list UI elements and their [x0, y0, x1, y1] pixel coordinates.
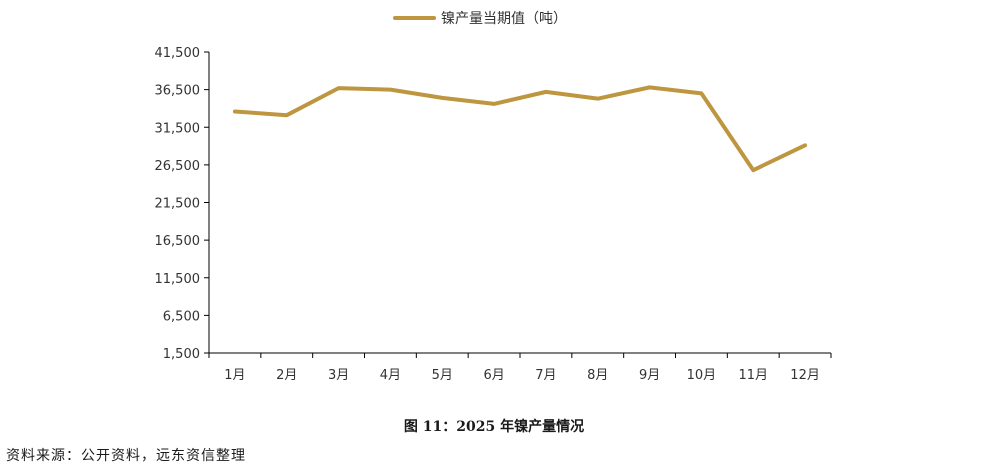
x-tick-label: 11月	[738, 368, 768, 383]
figure-caption: 图 11：2025 年镍产量情况	[403, 419, 585, 435]
legend-label: 镍产量当期值（吨）	[441, 11, 567, 27]
x-tick-label: 4月	[380, 368, 401, 383]
x-tick-label: 12月	[790, 368, 820, 383]
x-tick-label: 8月	[587, 368, 608, 383]
y-tick-label: 21,500	[155, 197, 201, 212]
x-tick-label: 2月	[276, 368, 297, 383]
legend: 镍产量当期值（吨）	[393, 11, 567, 27]
x-tick-label: 5月	[432, 368, 453, 383]
y-tick-label: 31,500	[155, 121, 201, 136]
y-tick-label: 11,500	[155, 272, 201, 287]
chart: 镍产量当期值（吨） 41,500 36,500 31,500 26,500 21,500…	[155, 11, 832, 383]
series-line	[232, 85, 808, 173]
x-tick-label: 9月	[639, 368, 660, 383]
x-tick-label: 3月	[328, 368, 349, 383]
y-tick-label: 26,500	[155, 159, 201, 174]
y-tick-label: 6,500	[163, 309, 200, 324]
x-tick-label: 1月	[224, 368, 245, 383]
x-tick-label: 7月	[535, 368, 556, 383]
y-tick-label: 16,500	[155, 234, 201, 249]
x-tick-label: 10月	[687, 368, 717, 383]
x-axis: 1月 2月 3月 4月 5月 6月 7月 8月 9月 10月 11月 12月	[208, 352, 832, 383]
y-tick-label: 1,500	[163, 347, 200, 362]
plot-area	[232, 85, 808, 173]
x-tick-label: 6月	[483, 368, 504, 383]
source-note: 资料来源：公开资料，远东资信整理	[6, 448, 246, 464]
y-axis: 41,500 36,500 31,500 26,500 21,500 16,500 11,5…	[155, 46, 210, 362]
y-tick-label: 41,500	[155, 46, 201, 61]
y-tick-label: 36,500	[155, 84, 201, 99]
